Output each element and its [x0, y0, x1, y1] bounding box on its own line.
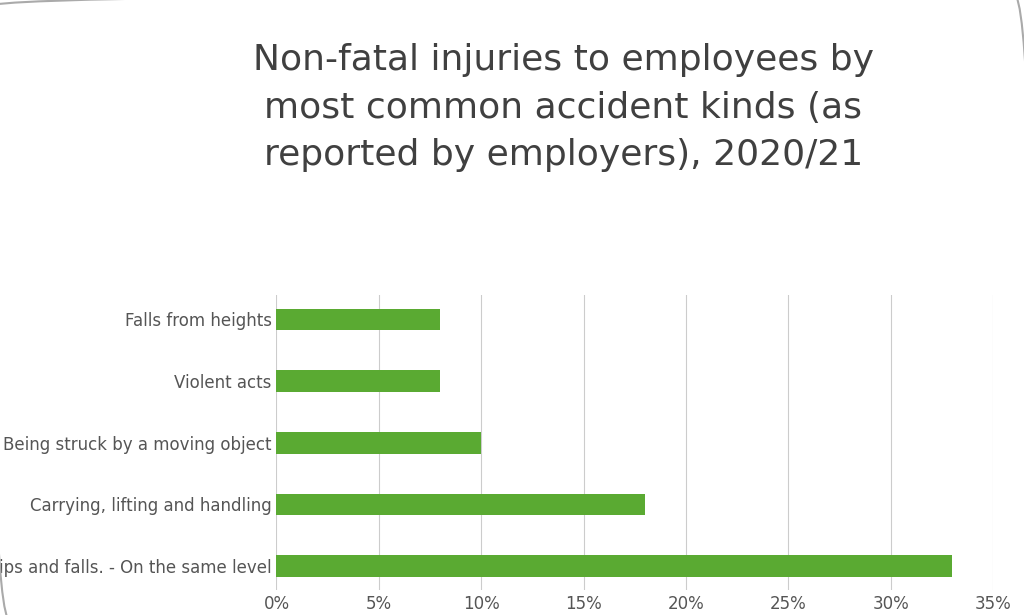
- Bar: [276, 309, 440, 330]
- Bar: [276, 494, 645, 515]
- Bar: [276, 555, 952, 577]
- Text: Non-fatal injuries to employees by
most common accident kinds (as
reported by em: Non-fatal injuries to employees by most …: [253, 43, 873, 172]
- Bar: [276, 432, 481, 454]
- Bar: [276, 370, 440, 392]
